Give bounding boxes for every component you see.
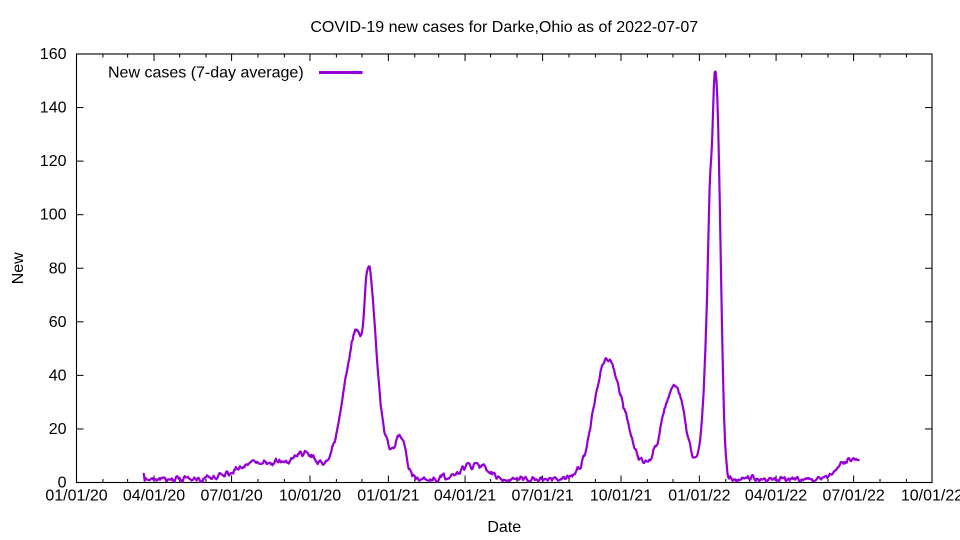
svg-text:20: 20 <box>49 421 67 438</box>
svg-text:01/01/22: 01/01/22 <box>668 488 730 505</box>
svg-text:120: 120 <box>40 153 67 170</box>
svg-text:04/01/21: 04/01/21 <box>434 488 496 505</box>
svg-text:80: 80 <box>49 260 67 277</box>
svg-text:COVID-19 new cases for Darke,O: COVID-19 new cases for Darke,Ohio as of … <box>310 19 698 36</box>
svg-text:140: 140 <box>40 100 67 117</box>
svg-text:New cases (7-day average): New cases (7-day average) <box>108 65 304 82</box>
svg-text:04/01/22: 04/01/22 <box>745 488 807 505</box>
svg-text:10/01/21: 10/01/21 <box>590 488 652 505</box>
svg-text:10/01/22: 10/01/22 <box>901 488 960 505</box>
svg-text:New: New <box>10 252 27 284</box>
svg-text:07/01/22: 07/01/22 <box>822 488 884 505</box>
svg-text:100: 100 <box>40 207 67 224</box>
svg-text:01/01/21: 01/01/21 <box>357 488 419 505</box>
svg-text:160: 160 <box>40 46 67 63</box>
svg-text:Date: Date <box>487 519 521 536</box>
svg-text:01/01/20: 01/01/20 <box>45 488 107 505</box>
svg-text:07/01/21: 07/01/21 <box>511 488 573 505</box>
svg-text:60: 60 <box>49 314 67 331</box>
svg-text:07/01/20: 07/01/20 <box>200 488 262 505</box>
svg-text:40: 40 <box>49 367 67 384</box>
svg-text:10/01/20: 10/01/20 <box>279 488 341 505</box>
svg-text:04/01/20: 04/01/20 <box>123 488 185 505</box>
